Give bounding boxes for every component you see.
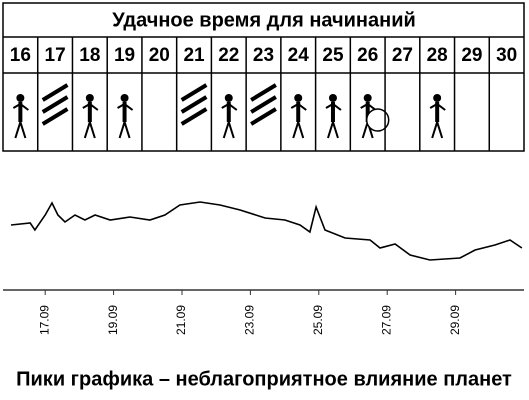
bad-day-stripe [41, 83, 69, 102]
data-line [10, 201, 523, 261]
money-bag [365, 108, 390, 132]
day-number: 24 [288, 45, 310, 66]
x-tick-label: 21.09 [174, 305, 188, 335]
bad-day-stripe [180, 95, 208, 114]
day-number: 23 [253, 45, 274, 66]
x-tick-label: 25.09 [311, 305, 325, 335]
day-number: 26 [357, 45, 378, 66]
calendar-title: Удачное время для начинаний [112, 9, 416, 31]
day-number: 21 [183, 45, 205, 66]
day-number: 18 [79, 45, 100, 66]
bad-day-stripe [250, 95, 277, 114]
bad-day-stripe [180, 83, 208, 102]
day-number: 25 [322, 45, 344, 66]
day-number: 17 [45, 45, 66, 66]
day-number: 20 [149, 45, 170, 66]
x-tick-label: 17.09 [37, 305, 51, 335]
x-tick-label: 19.09 [106, 305, 120, 335]
figure-head [120, 94, 129, 102]
calendar-frame [2, 2, 525, 152]
figure-head [16, 94, 25, 102]
day-number: 28 [427, 45, 448, 66]
figure-limbs [290, 102, 307, 139]
x-tick-label: 23.09 [243, 305, 257, 335]
figure-head [85, 94, 94, 102]
figure-limbs [12, 102, 29, 139]
day-number: 30 [496, 45, 517, 66]
bad-day-stripe [250, 107, 277, 126]
figure-limbs [221, 102, 238, 139]
bad-day-stripe [41, 95, 69, 114]
bad-day-stripe [250, 83, 277, 102]
figure-head [328, 94, 337, 102]
figure-head [224, 94, 233, 102]
figure-limbs [429, 102, 446, 139]
day-number: 29 [461, 45, 482, 66]
chart-caption: Пики графика – неблагоприятное влияние п… [16, 368, 512, 390]
figure-limbs [82, 102, 99, 139]
x-tick-label: 27.09 [379, 305, 393, 335]
bad-day-stripe [41, 107, 69, 126]
x-tick-label: 29.09 [448, 305, 462, 335]
day-number: 16 [10, 45, 31, 66]
day-number: 22 [218, 45, 239, 66]
figure-head [363, 94, 372, 102]
figure-limbs [325, 102, 342, 139]
figure-limbs [117, 102, 134, 139]
day-number: 19 [114, 45, 135, 66]
figure-head [433, 94, 442, 102]
day-number: 27 [392, 45, 413, 66]
figure-head [294, 94, 303, 102]
bad-day-stripe [180, 107, 208, 126]
